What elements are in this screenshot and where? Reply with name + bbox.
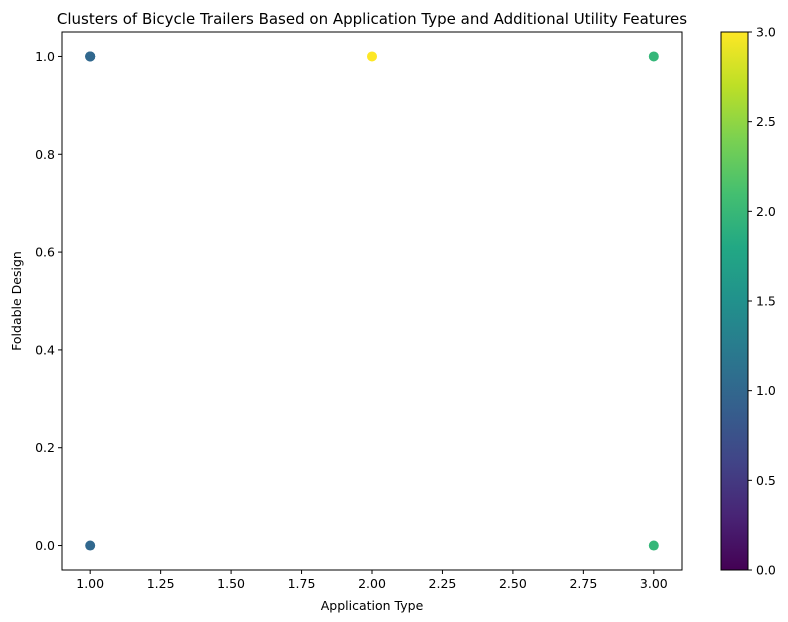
- colorbar-tick-label: 2.5: [756, 114, 776, 129]
- colorbar-tick-label: 0.0: [756, 563, 776, 578]
- x-tick-label: 2.50: [499, 576, 527, 591]
- data-point: [85, 540, 96, 551]
- x-tick-label: 2.25: [429, 576, 457, 591]
- colorbar-tick-label: 2.0: [756, 204, 776, 219]
- colorbar-tick-label: 1.5: [756, 294, 776, 309]
- y-tick-label: 0.0: [35, 538, 55, 553]
- data-point: [648, 540, 659, 551]
- colorbar-gradient: [720, 31, 749, 571]
- x-tick-label: 2.00: [358, 576, 386, 591]
- colorbar-tick-label: 1.0: [756, 383, 776, 398]
- y-tick-label: 0.4: [35, 342, 55, 357]
- chart-title: Clusters of Bicycle Trailers Based on Ap…: [57, 10, 687, 28]
- y-tick-label: 0.8: [35, 147, 55, 162]
- y-axis: 0.0 0.2 0.4 0.6 0.8 1.0: [35, 49, 62, 553]
- x-tick-label: 1.50: [217, 576, 245, 591]
- x-tick-label: 1.00: [76, 576, 104, 591]
- colorbar-tick-label: 3.0: [756, 25, 776, 40]
- data-point: [648, 51, 659, 62]
- x-axis: 1.00 1.25 1.50 1.75 2.00 2.25 2.50 2.75 3.00: [76, 570, 668, 591]
- x-axis-label: Application Type: [321, 598, 424, 613]
- y-axis-label: Foldable Design: [9, 251, 24, 351]
- y-tick-label: 0.6: [35, 245, 55, 260]
- x-tick-label: 1.25: [147, 576, 175, 591]
- x-tick-label: 3.00: [640, 576, 668, 591]
- x-tick-label: 1.75: [288, 576, 316, 591]
- data-point: [367, 51, 377, 62]
- x-tick-label: 2.75: [569, 576, 597, 591]
- y-tick-label: 1.0: [35, 49, 55, 64]
- plot-area: [61, 31, 683, 571]
- colorbar-tick-label: 0.5: [756, 473, 776, 488]
- data-point: [85, 51, 96, 62]
- y-tick-label: 0.2: [35, 440, 55, 455]
- colorbar: 0.0 0.5 1.0 1.5 2.0 2.5 3.0: [720, 25, 776, 578]
- plot-frame: [61, 31, 683, 571]
- data-points: [85, 51, 659, 551]
